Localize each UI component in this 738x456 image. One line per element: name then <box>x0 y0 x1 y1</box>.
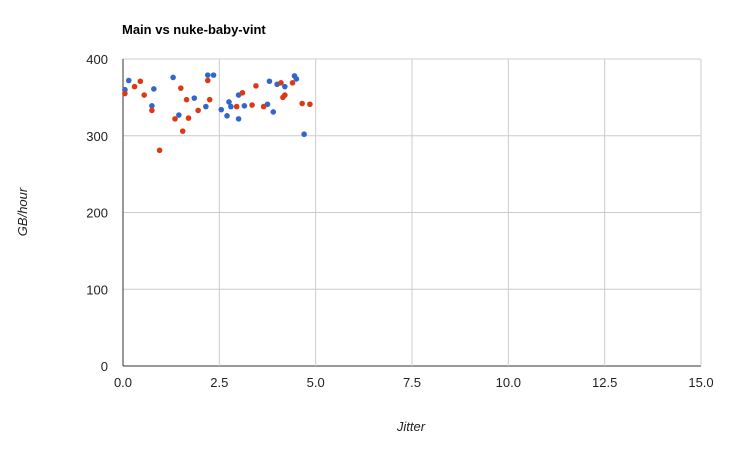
data-point <box>293 76 300 82</box>
data-point <box>178 85 184 91</box>
y-axis-ticks: 0 100 200 300 400 <box>86 52 108 374</box>
data-point <box>233 103 240 110</box>
data-point <box>183 96 190 103</box>
data-point <box>266 78 273 85</box>
x-tick-label: 12.5 <box>592 375 617 390</box>
data-point <box>307 101 313 108</box>
data-point <box>278 79 284 86</box>
gridlines <box>122 58 702 367</box>
data-point <box>176 112 182 118</box>
data-point <box>253 83 259 89</box>
data-point <box>206 96 213 103</box>
data-point <box>282 92 288 98</box>
data-point <box>226 99 232 105</box>
x-tick-label: 7.5 <box>403 375 421 390</box>
data-point <box>204 72 211 78</box>
data-point <box>149 103 155 109</box>
y-tick-label: 100 <box>86 282 108 297</box>
y-tick-label: 400 <box>86 52 108 67</box>
data-point <box>301 131 307 138</box>
data-point <box>224 112 230 119</box>
data-point <box>218 106 225 113</box>
data-point <box>172 116 178 122</box>
data-point <box>122 86 128 93</box>
x-tick-label: 5.0 <box>307 375 325 390</box>
x-axis-label: Jitter <box>396 419 426 434</box>
data-point <box>270 109 277 115</box>
data-point <box>151 86 157 92</box>
x-tick-label: 15.0 <box>688 375 713 390</box>
data-point <box>195 107 201 114</box>
data-point <box>210 72 217 78</box>
y-tick-label: 200 <box>86 206 108 221</box>
data-point <box>299 100 305 107</box>
data-point <box>235 116 242 122</box>
data-point <box>179 128 186 134</box>
data-point <box>122 90 128 97</box>
x-tick-label: 2.5 <box>210 375 228 390</box>
data-points <box>122 72 313 154</box>
data-point <box>228 103 234 110</box>
data-point <box>249 102 255 108</box>
data-point <box>125 77 132 84</box>
chart-title: Main vs nuke-baby-vint <box>122 22 266 37</box>
x-tick-label: 10.0 <box>496 375 521 390</box>
data-point <box>239 89 246 96</box>
data-point <box>156 147 163 154</box>
data-point <box>289 79 296 86</box>
data-point <box>141 92 147 98</box>
data-point <box>191 95 198 101</box>
data-point <box>204 77 211 84</box>
x-tick-label: 0.0 <box>114 375 132 390</box>
data-point <box>185 115 192 121</box>
data-point <box>260 103 267 110</box>
data-point <box>170 74 176 81</box>
data-point <box>149 107 155 114</box>
data-point <box>282 83 288 90</box>
data-point <box>241 103 248 109</box>
y-tick-label: 0 <box>101 359 108 374</box>
x-axis-ticks: 0.0 2.5 5.0 7.5 10.0 12.5 15.0 <box>114 375 714 390</box>
data-point <box>137 78 144 85</box>
data-point <box>203 103 209 110</box>
y-tick-label: 300 <box>86 129 108 144</box>
data-point <box>131 83 138 90</box>
y-axis-label: GB/hour <box>15 187 30 236</box>
